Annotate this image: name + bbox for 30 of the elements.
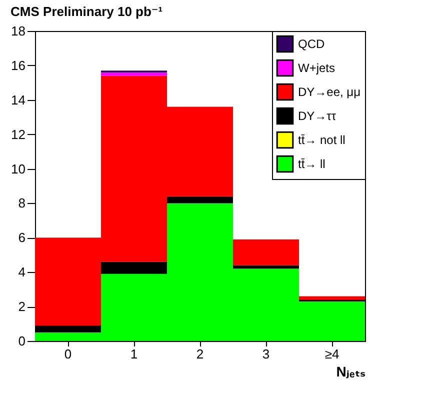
y-tick-label: 0 [18,334,26,348]
y-tick-label: 8 [18,196,26,211]
legend-label: DY→ττ [298,109,336,123]
bar [35,326,101,332]
y-tick-label: 12 [11,126,26,142]
chart-title: CMS Preliminary 10 pb⁻¹ [10,4,163,19]
y-tick-label: 6 [18,230,26,246]
x-tick-label: 0 [64,346,72,362]
legend-label: W+jets [298,61,336,75]
bar [233,265,299,269]
bar [233,239,299,266]
x-axis-title: Nⱼₑₜₛ [336,364,366,380]
bar [299,296,365,300]
y-tick-label: 14 [11,92,26,108]
x-tick-label: 1 [130,346,138,362]
legend-label: tt̄→ not ll [298,133,346,147]
x-tick-label: 3 [262,346,270,362]
legend-label: tt̄→ ll [298,157,326,171]
bar [101,72,167,76]
y-tick-label: 2 [18,299,26,314]
y-tick-label: 10 [11,161,26,176]
y-tick-label: 4 [18,264,26,280]
bar [167,196,233,204]
legend-label: QCD [298,37,325,51]
y-tick-label: 18 [11,24,26,38]
y-tick-label: 16 [11,58,26,73]
bar [101,262,167,274]
x-tick-label: ≥4 [324,346,340,362]
x-tick-label: 2 [196,346,204,362]
legend-label: DY→ee, μμ [298,85,361,99]
